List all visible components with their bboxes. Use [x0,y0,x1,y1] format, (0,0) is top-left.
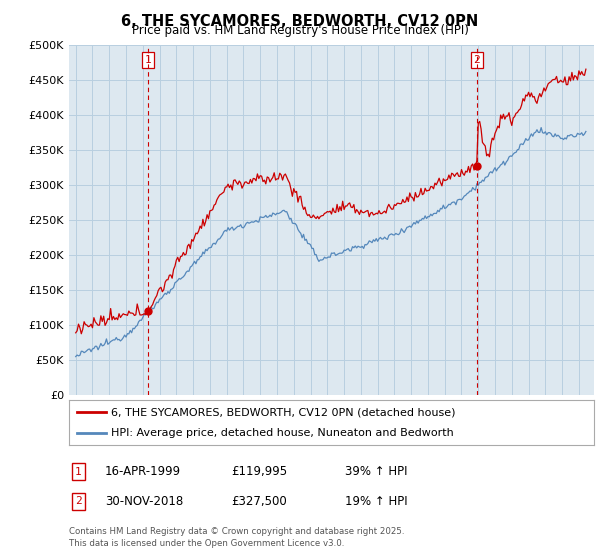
Text: 39% ↑ HPI: 39% ↑ HPI [345,465,407,478]
Text: Price paid vs. HM Land Registry's House Price Index (HPI): Price paid vs. HM Land Registry's House … [131,24,469,37]
Text: 1: 1 [144,55,151,65]
Text: HPI: Average price, detached house, Nuneaton and Bedworth: HPI: Average price, detached house, Nune… [111,428,454,438]
Text: £119,995: £119,995 [231,465,287,478]
Text: 16-APR-1999: 16-APR-1999 [105,465,181,478]
Text: 19% ↑ HPI: 19% ↑ HPI [345,494,407,508]
Text: 2: 2 [75,496,82,506]
Text: 6, THE SYCAMORES, BEDWORTH, CV12 0PN: 6, THE SYCAMORES, BEDWORTH, CV12 0PN [121,14,479,29]
Text: Contains HM Land Registry data © Crown copyright and database right 2025.
This d: Contains HM Land Registry data © Crown c… [69,527,404,548]
Text: £327,500: £327,500 [231,494,287,508]
Text: 2: 2 [473,55,480,65]
Text: 30-NOV-2018: 30-NOV-2018 [105,494,183,508]
Text: 6, THE SYCAMORES, BEDWORTH, CV12 0PN (detached house): 6, THE SYCAMORES, BEDWORTH, CV12 0PN (de… [111,408,455,418]
Text: 1: 1 [75,466,82,477]
